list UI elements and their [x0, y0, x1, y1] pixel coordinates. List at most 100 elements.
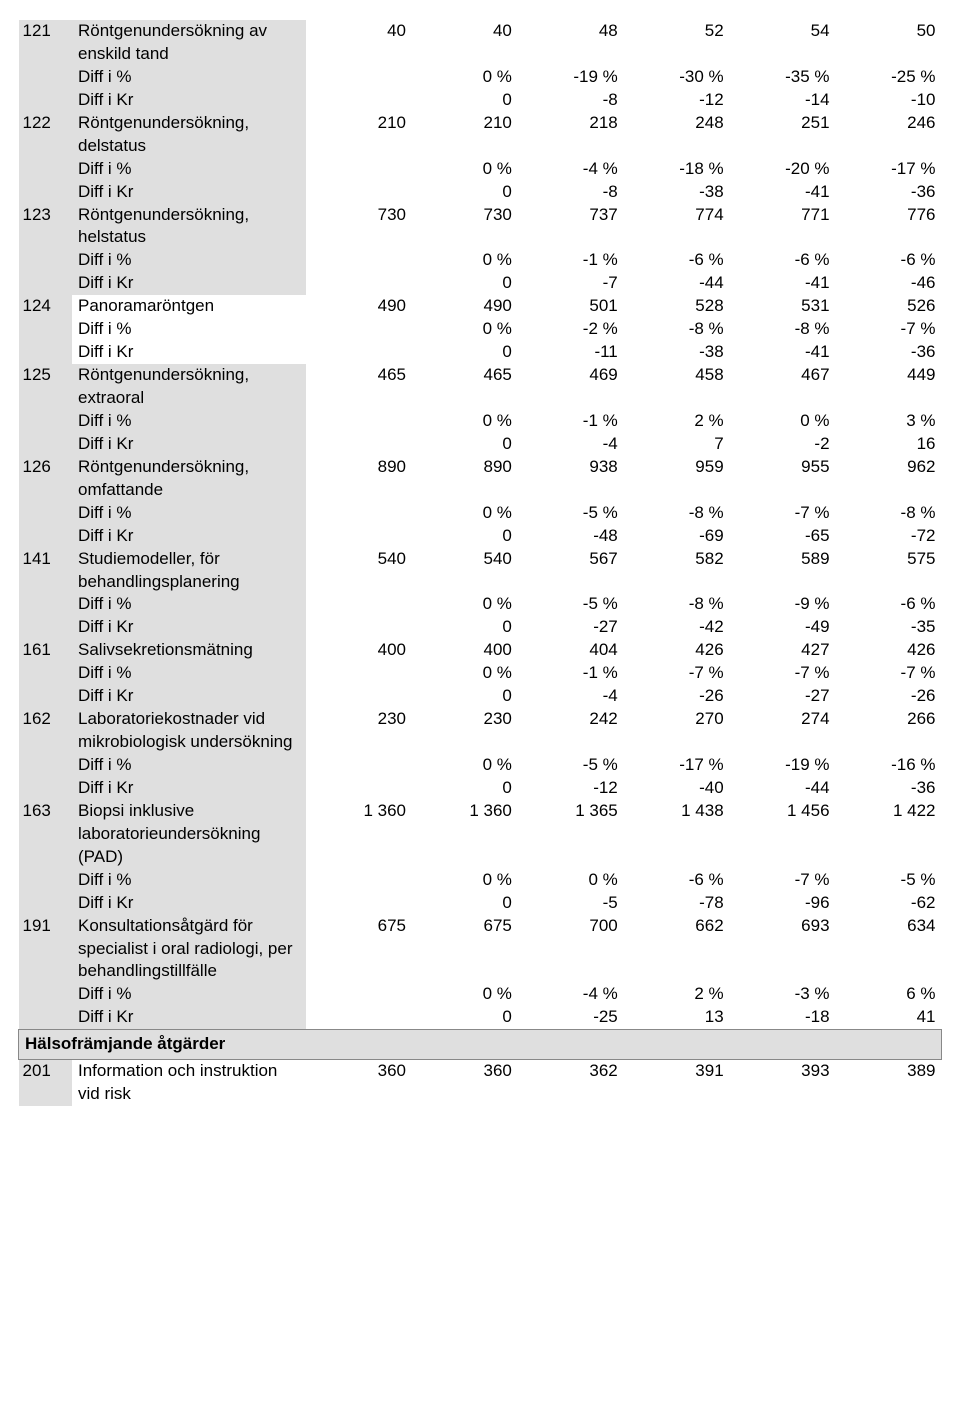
- diff-kr-cell: 0: [412, 181, 518, 204]
- diff-pct-cell: 0 %: [412, 410, 518, 433]
- value-cell: 501: [518, 295, 624, 318]
- diff-pct-row: Diff i %0 %0 %-6 %-7 %-5 %: [19, 869, 942, 892]
- value-cell: 427: [730, 639, 836, 662]
- diff-kr-label: Diff i Kr: [72, 272, 306, 295]
- diff-pct-cell: 0 %: [412, 983, 518, 1006]
- diff-pct-cell: -4 %: [518, 158, 624, 181]
- diff-pct-cell: -35 %: [730, 66, 836, 89]
- diff-pct-cell: -8 %: [624, 318, 730, 341]
- diff-pct-cell: 3 %: [836, 410, 942, 433]
- value-cell: 938: [518, 456, 624, 502]
- value-cell: 540: [306, 548, 412, 594]
- diff-pct-cell: 0 %: [412, 593, 518, 616]
- diff-pct-cell: -4 %: [518, 983, 624, 1006]
- diff-pct-cell: -1 %: [518, 662, 624, 685]
- diff-pct-cell: -17 %: [624, 754, 730, 777]
- value-cell: 360: [306, 1060, 412, 1106]
- value-cell: 251: [730, 112, 836, 158]
- diff-pct-cell: -5 %: [518, 502, 624, 525]
- row-code: 126: [19, 456, 73, 548]
- diff-kr-cell: -72: [836, 525, 942, 548]
- diff-pct-cell: -7 %: [836, 662, 942, 685]
- diff-kr-cell: -44: [624, 272, 730, 295]
- value-cell: 490: [306, 295, 412, 318]
- diff-pct-cell: 2 %: [624, 410, 730, 433]
- value-cell: 469: [518, 364, 624, 410]
- value-cell: 774: [624, 204, 730, 250]
- diff-pct-cell: -8 %: [836, 502, 942, 525]
- diff-kr-row: Diff i Kr0-2513-1841: [19, 1006, 942, 1029]
- diff-kr-cell: -65: [730, 525, 836, 548]
- value-cell: 40: [306, 20, 412, 66]
- section-title: Hälsofrämjande åtgärder: [19, 1030, 942, 1060]
- diff-kr-cell: 7: [624, 433, 730, 456]
- diff-pct-cell: 0 %: [412, 662, 518, 685]
- value-cell: 465: [412, 364, 518, 410]
- value-cell: 575: [836, 548, 942, 594]
- diff-pct-cell: -30 %: [624, 66, 730, 89]
- diff-pct-cell: -25 %: [836, 66, 942, 89]
- diff-kr-cell: -4: [518, 685, 624, 708]
- value-cell: 50: [836, 20, 942, 66]
- value-cell: 391: [624, 1060, 730, 1106]
- diff-kr-label: Diff i Kr: [72, 89, 306, 112]
- diff-kr-cell: -41: [730, 181, 836, 204]
- diff-pct-cell: -6 %: [624, 869, 730, 892]
- value-cell: 40: [412, 20, 518, 66]
- diff-pct-cell: -3 %: [730, 983, 836, 1006]
- value-cell: 218: [518, 112, 624, 158]
- row-description: Röntgenundersökning, delstatus: [72, 112, 306, 158]
- diff-kr-row: Diff i Kr0-11-38-41-36: [19, 341, 942, 364]
- diff-kr-cell: -78: [624, 892, 730, 915]
- value-cell: 400: [412, 639, 518, 662]
- value-cell: 465: [306, 364, 412, 410]
- value-cell: 230: [412, 708, 518, 754]
- diff-pct-label: Diff i %: [72, 318, 306, 341]
- diff-kr-cell: -7: [518, 272, 624, 295]
- diff-pct-cell: 0 %: [412, 318, 518, 341]
- diff-pct-cell: 0 %: [412, 249, 518, 272]
- diff-kr-cell: -49: [730, 616, 836, 639]
- row-code: 123: [19, 204, 73, 296]
- value-cell: 771: [730, 204, 836, 250]
- diff-kr-cell: 0: [412, 433, 518, 456]
- diff-pct-label: Diff i %: [72, 983, 306, 1006]
- row-description: Röntgenundersökning, omfattande: [72, 456, 306, 502]
- diff-pct-label: Diff i %: [72, 66, 306, 89]
- diff-pct-cell: 2 %: [624, 983, 730, 1006]
- diff-pct-cell: -7 %: [730, 869, 836, 892]
- value-cell: 230: [306, 708, 412, 754]
- diff-kr-cell: -8: [518, 89, 624, 112]
- section-header: Hälsofrämjande åtgärder: [19, 1030, 942, 1060]
- value-cell: 248: [624, 112, 730, 158]
- diff-kr-cell: 16: [836, 433, 942, 456]
- diff-pct-cell: 6 %: [836, 983, 942, 1006]
- diff-pct-cell: -6 %: [730, 249, 836, 272]
- diff-pct-row: Diff i %0 %-1 %2 %0 %3 %: [19, 410, 942, 433]
- value-cell: 730: [306, 204, 412, 250]
- diff-kr-row: Diff i Kr0-8-38-41-36: [19, 181, 942, 204]
- diff-kr-cell: -26: [624, 685, 730, 708]
- table-row: 141Studiemodeller, för behandlingsplaner…: [19, 548, 942, 594]
- diff-kr-cell: -38: [624, 341, 730, 364]
- value-cell: 404: [518, 639, 624, 662]
- diff-kr-cell: 0: [412, 685, 518, 708]
- value-cell: 426: [624, 639, 730, 662]
- value-cell: 693: [730, 915, 836, 984]
- diff-kr-row: Diff i Kr0-4-26-27-26: [19, 685, 942, 708]
- diff-kr-label: Diff i Kr: [72, 777, 306, 800]
- diff-pct-label: Diff i %: [72, 662, 306, 685]
- value-cell: 955: [730, 456, 836, 502]
- row-code: 121: [19, 20, 73, 112]
- diff-pct-row: Diff i % 0 %-4 %2 %-3 %6 %: [19, 983, 942, 1006]
- row-description: Röntgenundersökning, extraoral: [72, 364, 306, 410]
- diff-kr-cell: 13: [624, 1006, 730, 1029]
- value-cell: 449: [836, 364, 942, 410]
- value-cell: 959: [624, 456, 730, 502]
- value-cell: 266: [836, 708, 942, 754]
- value-cell: 567: [518, 548, 624, 594]
- value-cell: 890: [306, 456, 412, 502]
- diff-pct-cell: -17 %: [836, 158, 942, 181]
- diff-pct-cell: -19 %: [730, 754, 836, 777]
- value-cell: 526: [836, 295, 942, 318]
